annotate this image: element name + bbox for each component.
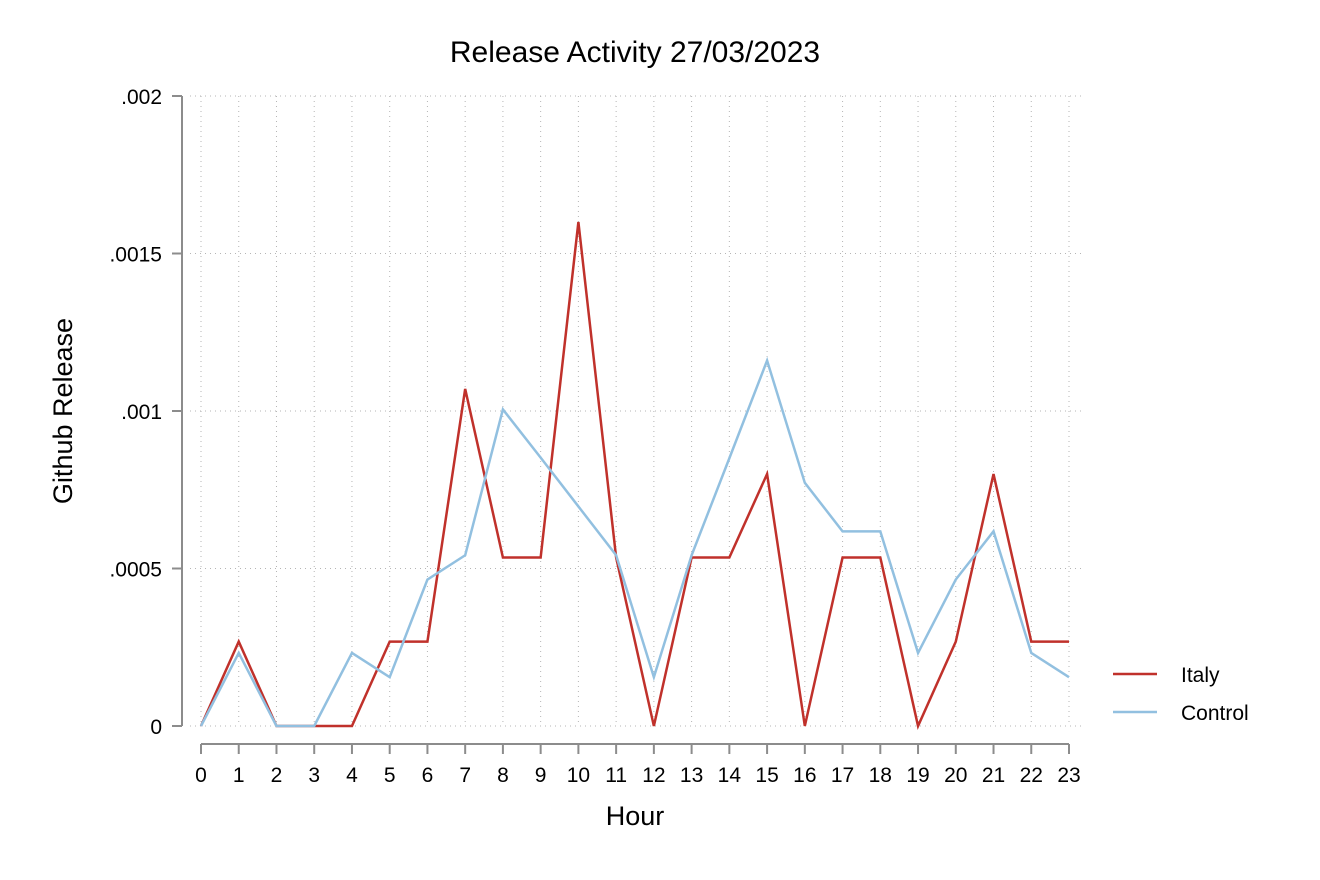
x-tick-label: 4: [346, 764, 358, 787]
x-tick-label: 22: [1020, 764, 1043, 787]
x-tick-label: 2: [271, 764, 283, 787]
x-tick-label: 16: [793, 764, 816, 787]
y-tick-label: .0015: [109, 244, 162, 267]
x-tick-label: 23: [1057, 764, 1080, 787]
x-tick-label: 0: [195, 764, 207, 787]
x-tick-label: 9: [535, 764, 547, 787]
x-tick-label: 11: [605, 764, 627, 787]
grid: [190, 95, 1085, 727]
y-tick-label: 0: [150, 716, 162, 739]
x-tick-label: 6: [422, 764, 434, 787]
x-tick-label: 10: [567, 764, 590, 787]
legend: Italy Control: [1113, 664, 1249, 725]
x-ticks: 0 1 2 3 4 5 6 7 8 9 10 11 12 13 14 15 16 17 18 19 20 21 22 23: [195, 744, 1081, 787]
legend-label-control: Control: [1181, 702, 1249, 725]
y-axis-label: Github Release: [48, 318, 78, 504]
chart-title: Release Activity 27/03/2023: [450, 36, 820, 69]
y-tick-label: .002: [121, 86, 162, 109]
series-line-italy: [199, 221, 1069, 730]
y-tick-label: .001: [121, 401, 162, 424]
y-tick-label: .0005: [109, 559, 162, 582]
axes: [181, 96, 1069, 745]
x-tick-label: 20: [944, 764, 967, 787]
series-line-control: [199, 356, 1070, 728]
y-ticks: 0 .0005 .001 .0015 .002: [109, 86, 182, 739]
legend-label-italy: Italy: [1181, 664, 1220, 687]
x-tick-label: 1: [233, 764, 245, 787]
x-tick-label: 21: [982, 764, 1005, 787]
x-tick-label: 18: [869, 764, 892, 787]
x-tick-label: 13: [680, 764, 703, 787]
x-tick-label: 5: [384, 764, 396, 787]
x-tick-label: 14: [718, 764, 742, 787]
x-tick-label: 19: [906, 764, 929, 787]
x-tick-label: 7: [459, 764, 471, 787]
x-axis-label: Hour: [606, 801, 665, 831]
x-tick-label: 12: [642, 764, 665, 787]
x-tick-label: 3: [308, 764, 320, 787]
series-group: [199, 221, 1070, 730]
x-tick-label: 15: [755, 764, 778, 787]
x-tick-label: 8: [497, 764, 509, 787]
x-tick-label: 17: [831, 764, 854, 787]
